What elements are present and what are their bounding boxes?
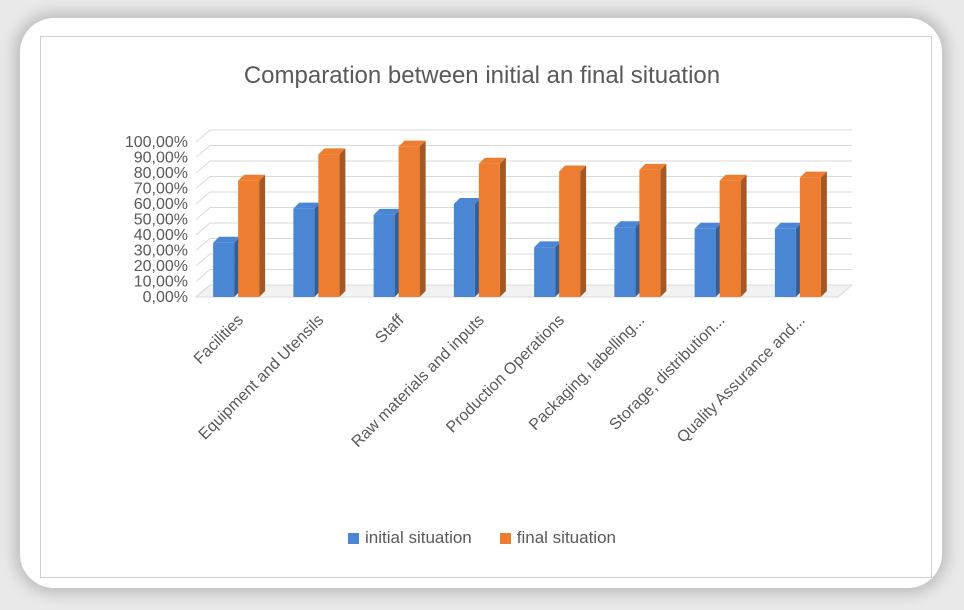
- bar-top: [559, 165, 587, 172]
- y-tick-label: 30,00%: [134, 243, 188, 260]
- bar-top: [639, 163, 667, 170]
- bar-side: [820, 171, 827, 297]
- bar-initial: [614, 221, 642, 297]
- y-tick-label: 0,00%: [143, 289, 188, 306]
- bar-top: [213, 236, 241, 243]
- bar-final: [238, 174, 266, 297]
- chart-legend: initial situation final situation: [0, 528, 964, 548]
- y-tick-label: 80,00%: [134, 165, 188, 182]
- bar-front: [213, 242, 235, 297]
- bar-initial: [213, 236, 241, 297]
- legend-swatch-initial: [347, 532, 359, 544]
- bar-side: [660, 163, 667, 297]
- bar-front: [478, 163, 500, 297]
- bar-front: [534, 247, 556, 297]
- bar-side: [339, 148, 346, 297]
- bar-front: [293, 208, 315, 297]
- y-tick-label: 60,00%: [134, 196, 188, 213]
- legend-label-final: final situation: [516, 528, 616, 547]
- bar-final: [719, 174, 747, 297]
- bar-front: [453, 204, 475, 297]
- bar-front: [614, 227, 636, 297]
- bar-front: [398, 146, 420, 297]
- chart-area-border: [40, 36, 932, 578]
- bar-top: [799, 171, 827, 178]
- bar-final: [398, 140, 426, 297]
- bar-top: [453, 198, 481, 204]
- bar-front: [373, 214, 395, 297]
- legend-swatch-final: [499, 532, 511, 544]
- bar-initial: [774, 222, 802, 297]
- bar-top: [774, 222, 802, 229]
- x-tick-label: Quality Assurance and...: [674, 312, 809, 447]
- x-tick-label: Raw materials and inputs: [349, 312, 488, 451]
- legend-item-initial: initial situation: [347, 528, 472, 548]
- gridline: [195, 176, 852, 189]
- y-tick-label: 90,00%: [134, 150, 188, 167]
- bar-initial: [694, 222, 722, 297]
- bar-top: [694, 222, 722, 229]
- bar-side: [499, 157, 506, 297]
- bar-top: [238, 174, 266, 181]
- bar-top: [478, 157, 506, 164]
- bar-final: [478, 157, 506, 297]
- y-tick-label: 70,00%: [134, 181, 188, 198]
- bar-front: [694, 228, 716, 297]
- bar-top: [373, 208, 401, 215]
- y-tick-label: 10,00%: [134, 274, 188, 291]
- y-tick-label: 20,00%: [134, 258, 188, 275]
- y-tick-label: 100,00%: [125, 134, 188, 151]
- bar-side: [259, 174, 266, 297]
- bar-front: [559, 171, 581, 297]
- bar-front: [318, 154, 340, 297]
- bar-initial: [534, 241, 562, 297]
- x-tick-label: Staff: [372, 311, 407, 346]
- bar-front: [238, 180, 260, 297]
- bar-final: [318, 148, 346, 297]
- bar-top: [534, 241, 562, 248]
- bar-front: [719, 180, 741, 297]
- gridline: [195, 145, 852, 158]
- bar-final: [639, 163, 667, 297]
- legend-label-initial: initial situation: [364, 528, 472, 547]
- bar-initial: [373, 208, 401, 297]
- bar-top: [293, 202, 321, 209]
- bar-front: [639, 169, 661, 297]
- bar-side: [419, 140, 426, 297]
- bar-top: [318, 148, 346, 155]
- chart-title: Comparation between initial an final sit…: [243, 62, 721, 89]
- bar-final: [559, 165, 587, 297]
- bar-top: [719, 174, 747, 181]
- bar-top: [398, 140, 426, 147]
- bar-initial: [453, 198, 481, 297]
- legend-item-final: final situation: [499, 528, 616, 548]
- gridline: [195, 129, 852, 143]
- bar-final: [799, 171, 827, 297]
- bar-front: [799, 177, 821, 297]
- bar-front: [774, 228, 796, 297]
- gridline: [195, 207, 852, 220]
- gridline: [195, 191, 852, 205]
- bar-side: [580, 165, 587, 297]
- gridline: [195, 160, 852, 174]
- bar-top: [614, 221, 642, 228]
- bar-initial: [293, 202, 321, 297]
- y-tick-label: 50,00%: [134, 212, 188, 229]
- y-tick-label: 40,00%: [134, 227, 188, 244]
- x-tick-label: Facilities: [191, 312, 247, 368]
- bar-side: [740, 174, 747, 297]
